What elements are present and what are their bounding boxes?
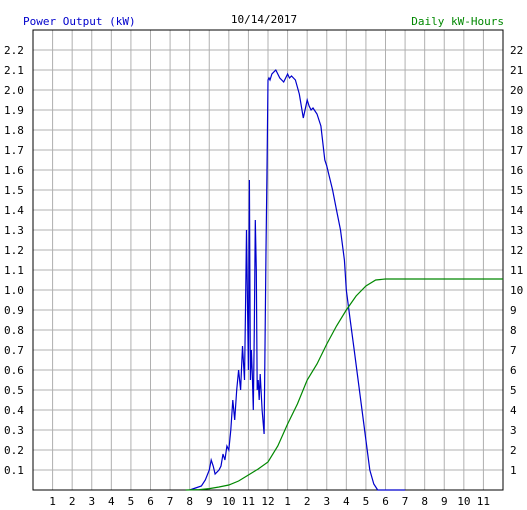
y-left-tick-label: 1.1	[4, 264, 24, 277]
x-tick-label: 10	[457, 495, 470, 508]
y-right-tick-label: 7	[510, 344, 517, 357]
y-right-tick-label: 22	[510, 44, 523, 57]
y-left-tick-label: 0.7	[4, 344, 24, 357]
y-left-tick-label: 1.9	[4, 104, 24, 117]
x-tick-label: 5	[128, 495, 135, 508]
x-tick-label: 8	[421, 495, 428, 508]
y-right-tick-label: 3	[510, 424, 517, 437]
y-left-tick-label: 0.9	[4, 304, 24, 317]
y-right-tick-label: 16	[510, 164, 523, 177]
x-tick-label: 4	[108, 495, 115, 508]
y-left-tick-label: 2.2	[4, 44, 24, 57]
y-left-tick-label: 1.7	[4, 144, 24, 157]
axis-ticks: 1 2 3 4 5 6 7 8 9 10 11 12 1 2 3 4 5 6 7 8 9 10 110.10.20.30.4…	[4, 44, 524, 508]
y-left-tick-label: 0.6	[4, 364, 24, 377]
y-right-tick-label: 15	[510, 184, 523, 197]
x-tick-label: 8	[186, 495, 193, 508]
y-left-tick-label: 1.3	[4, 224, 24, 237]
y-right-tick-label: 19	[510, 104, 523, 117]
x-tick-label: 9	[206, 495, 213, 508]
y-left-tick-label: 0.3	[4, 424, 24, 437]
y-axis-left-label: Power Output (kW)	[23, 15, 136, 28]
y-left-tick-label: 1.4	[4, 204, 24, 217]
x-tick-label: 10	[222, 495, 235, 508]
y-left-tick-label: 1.8	[4, 124, 24, 137]
y-axis-right-label: Daily kW-Hours	[411, 15, 504, 28]
x-tick-label: 2	[69, 495, 76, 508]
y-right-tick-label: 12	[510, 244, 523, 257]
y-right-tick-label: 13	[510, 224, 523, 237]
x-tick-label: 1	[284, 495, 291, 508]
y-right-tick-label: 5	[510, 384, 517, 397]
series-lines	[185, 68, 503, 491]
y-left-tick-label: 2.0	[4, 84, 24, 97]
y-right-tick-label: 20	[510, 84, 523, 97]
x-tick-label: 12	[261, 495, 274, 508]
y-right-tick-label: 17	[510, 144, 523, 157]
y-left-tick-label: 0.4	[4, 404, 24, 417]
x-tick-label: 1	[49, 495, 56, 508]
y-right-tick-label: 8	[510, 324, 517, 337]
y-left-tick-label: 1.0	[4, 284, 24, 297]
y-left-tick-label: 1.2	[4, 244, 24, 257]
x-tick-label: 9	[441, 495, 448, 508]
plot-frame	[32, 29, 504, 491]
x-tick-label: 3	[88, 495, 95, 508]
x-tick-label: 4	[343, 495, 350, 508]
x-tick-label: 3	[323, 495, 330, 508]
y-left-tick-label: 0.5	[4, 384, 24, 397]
y-right-tick-label: 21	[510, 64, 523, 77]
x-tick-label: 7	[167, 495, 174, 508]
y-left-tick-label: 0.1	[4, 464, 24, 477]
y-left-tick-label: 0.8	[4, 324, 24, 337]
daily-kwh-line	[185, 278, 503, 491]
y-right-tick-label: 11	[510, 264, 523, 277]
power-output-line	[189, 68, 406, 491]
x-tick-label: 7	[402, 495, 409, 508]
x-tick-label: 6	[147, 495, 154, 508]
y-right-tick-label: 10	[510, 284, 523, 297]
y-right-tick-label: 2	[510, 444, 517, 457]
x-tick-label: 5	[363, 495, 370, 508]
x-tick-label: 6	[382, 495, 389, 508]
y-right-tick-label: 4	[510, 404, 517, 417]
y-right-tick-label: 1	[510, 464, 517, 477]
y-left-tick-label: 1.5	[4, 184, 24, 197]
chart-title: 10/14/2017	[231, 13, 297, 26]
y-right-tick-label: 18	[510, 124, 523, 137]
y-right-tick-label: 9	[510, 304, 517, 317]
x-tick-label: 11	[477, 495, 490, 508]
y-left-tick-label: 1.6	[4, 164, 24, 177]
y-right-tick-label: 14	[510, 204, 524, 217]
y-left-tick-label: 2.1	[4, 64, 24, 77]
y-right-tick-label: 6	[510, 364, 517, 377]
x-tick-label: 2	[304, 495, 311, 508]
y-left-tick-label: 0.2	[4, 444, 24, 457]
x-tick-label: 11	[242, 495, 255, 508]
